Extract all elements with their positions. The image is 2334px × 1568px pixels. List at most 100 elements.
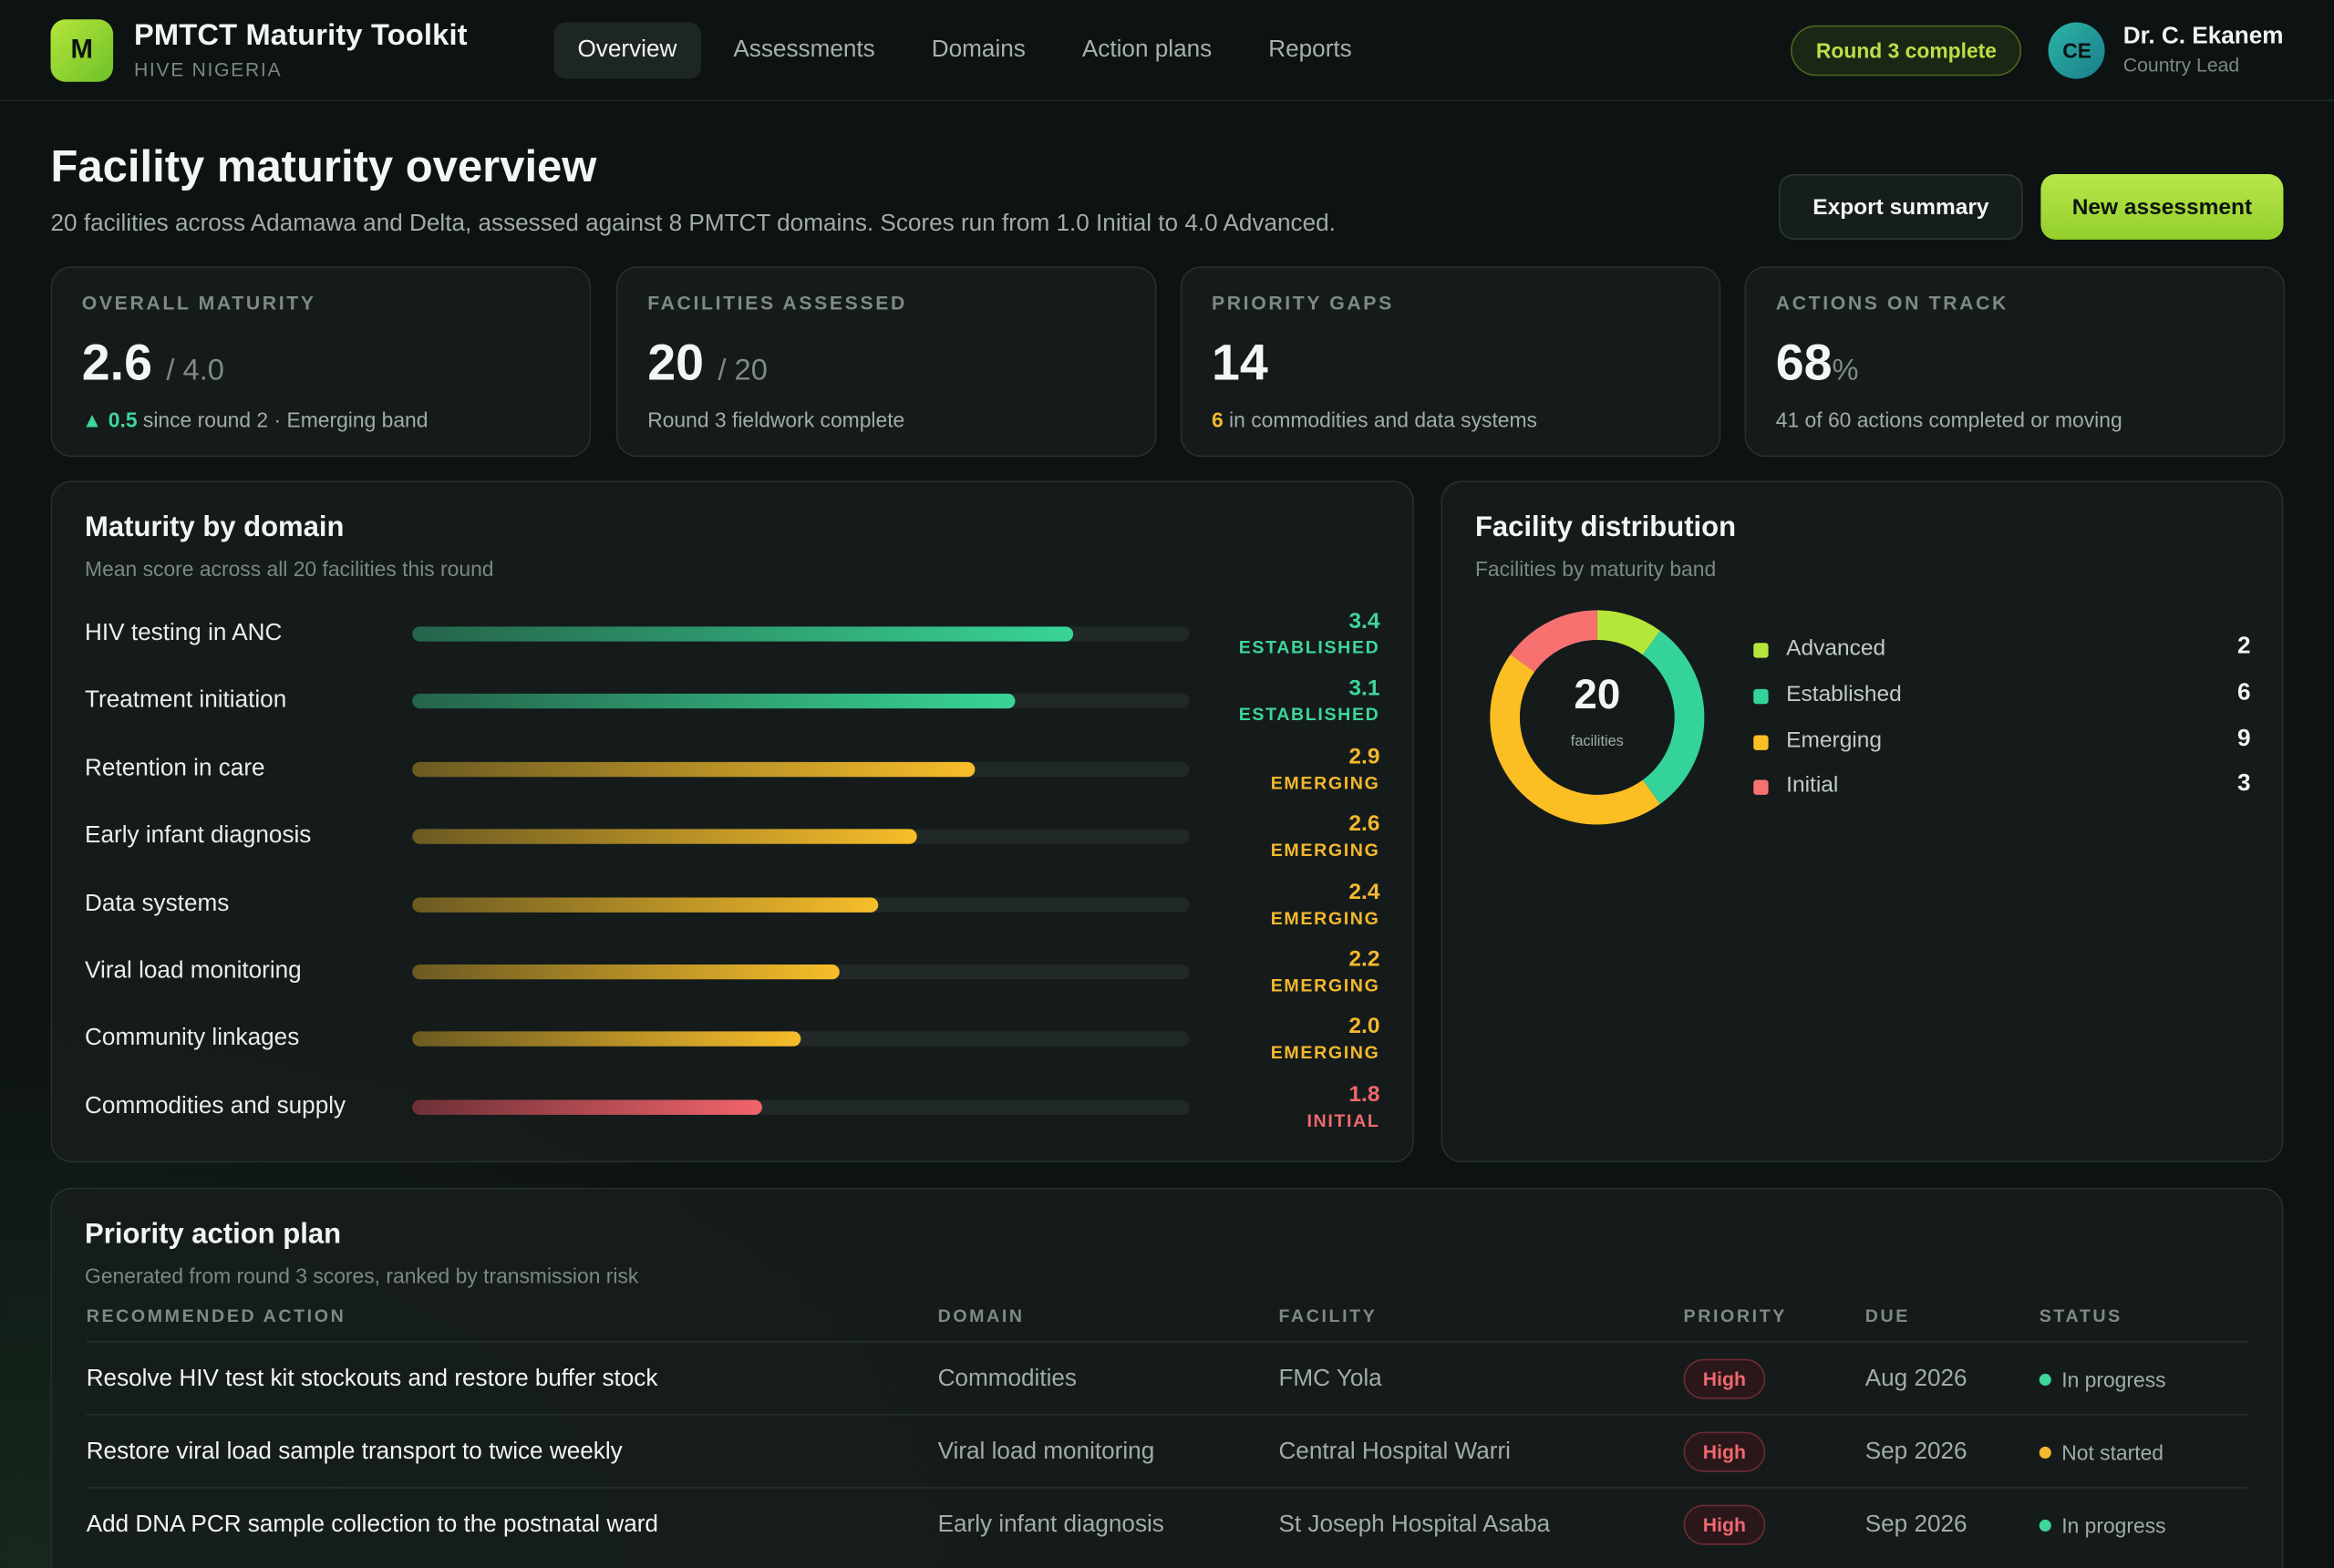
kpi-note: in commodities and data systems xyxy=(1229,407,1537,432)
kpi-value: 20 xyxy=(647,335,704,392)
donut-slice-emerging[interactable] xyxy=(1490,654,1660,825)
user-menu[interactable]: CE Dr. C. Ekanem Country Lead xyxy=(2049,21,2283,78)
domain-band: EMERGING xyxy=(1270,772,1380,793)
kpi-card-actions-on-track: ACTIONS ON TRACK 68% 41 of 60 actions co… xyxy=(1744,266,2286,458)
domain-bar xyxy=(412,1099,762,1115)
export-summary-button[interactable]: Export summary xyxy=(1779,174,2023,240)
domain-name: HIV testing in ANC xyxy=(85,620,283,646)
domain-name: Early infant diagnosis xyxy=(85,823,312,849)
domain-row[interactable]: Commodities and supply 1.8 INITIAL xyxy=(85,1082,1379,1149)
donut-slice-established[interactable] xyxy=(1642,630,1705,805)
legend-count: 6 xyxy=(2237,679,2251,706)
table-row[interactable]: Restore viral load sample transport to t… xyxy=(86,1414,2248,1487)
domain-bar xyxy=(412,694,1015,709)
domain-row[interactable]: HIV testing in ANC 3.4 ESTABLISHED xyxy=(85,609,1379,676)
panel-title: Facility distribution xyxy=(1474,511,1737,543)
column-header-domain[interactable]: DOMAIN xyxy=(937,1305,1025,1326)
legend-count: 2 xyxy=(2237,634,2251,660)
due-cell: Aug 2026 xyxy=(1864,1366,1967,1392)
legend-swatch xyxy=(1753,643,1769,658)
legend-swatch xyxy=(1753,734,1769,750)
domain-cell: Viral load monitoring xyxy=(937,1439,1155,1465)
legend-swatch xyxy=(1753,688,1769,704)
domain-band: EMERGING xyxy=(1270,907,1380,929)
kpi-label: ACTIONS ON TRACK xyxy=(1775,291,2009,315)
domain-name: Data systems xyxy=(85,891,230,917)
kpi-note: Round 3 fieldwork complete xyxy=(647,407,905,432)
status-cell: In progress xyxy=(2039,1513,2166,1538)
domain-score: 3.1 xyxy=(1348,676,1380,702)
nav-reports[interactable]: Reports xyxy=(1268,36,1352,62)
legend-swatch xyxy=(1753,780,1769,796)
org-name: HIVE NIGERIA xyxy=(133,57,283,81)
column-header-due[interactable]: DUE xyxy=(1864,1305,1910,1326)
domain-row[interactable]: Viral load monitoring 2.2 EMERGING xyxy=(85,946,1379,1013)
domain-band: EMERGING xyxy=(1270,1042,1380,1064)
domain-name: Commodities and supply xyxy=(85,1093,346,1119)
avatar: CE xyxy=(2049,21,2106,78)
donut-center-label: facilities xyxy=(1570,733,1624,750)
app-logo: M xyxy=(50,18,114,81)
table-row[interactable]: Resolve HIV test kit stockouts and resto… xyxy=(86,1341,2248,1414)
domain-band: EMERGING xyxy=(1270,975,1380,996)
status-label: Not started xyxy=(2061,1440,2164,1465)
nav-assessments[interactable]: Assessments xyxy=(733,36,875,62)
new-assessment-button[interactable]: New assessment xyxy=(2040,174,2284,240)
legend-count: 9 xyxy=(2237,726,2251,751)
donut-slice-initial[interactable] xyxy=(1510,610,1598,673)
top-bar: M PMTCT Maturity Toolkit HIVE NIGERIA Ov… xyxy=(0,0,2334,102)
panel-subtitle: Generated from round 3 scores, ranked by… xyxy=(85,1264,639,1288)
kpi-value: 68 xyxy=(1775,335,1833,392)
domain-name: Retention in care xyxy=(85,756,265,781)
domain-bar xyxy=(412,896,879,913)
kpi-delta: ▲ 0.5 xyxy=(81,407,138,432)
status-dot xyxy=(2039,1373,2051,1386)
kpi-label: PRIORITY GAPS xyxy=(1211,291,1394,315)
domain-row[interactable]: Data systems 2.4 EMERGING xyxy=(85,879,1379,945)
priority-action-plan-panel: Priority action plan Generated from roun… xyxy=(50,1187,2284,1568)
domain-band: INITIAL xyxy=(1306,1109,1380,1131)
kpi-card-facilities-assessed: FACILITIES ASSESSED 20 / 20 Round 3 fiel… xyxy=(615,266,1157,458)
domain-band: ESTABLISHED xyxy=(1238,636,1380,658)
domain-bar-track xyxy=(412,761,1190,777)
table-row[interactable]: Add DNA PCR sample collection to the pos… xyxy=(86,1487,2248,1560)
facility-cell: Central Hospital Warri xyxy=(1278,1439,1511,1465)
facility-distribution-panel: Facility distribution Facilities by matu… xyxy=(1441,480,2284,1163)
status-cell: Not started xyxy=(2039,1440,2164,1465)
legend-item-initial[interactable]: Initial 3 xyxy=(1753,771,2251,804)
legend-item-emerging[interactable]: Emerging 9 xyxy=(1753,726,2251,758)
domain-score: 2.4 xyxy=(1348,879,1380,904)
domain-score: 1.8 xyxy=(1348,1081,1380,1108)
due-cell: Sep 2026 xyxy=(1864,1511,1967,1538)
user-role: Country Lead xyxy=(2122,53,2240,77)
nav-overview[interactable]: Overview xyxy=(553,21,701,78)
priority-badge: High xyxy=(1683,1431,1766,1472)
page-title: Facility maturity overview xyxy=(50,142,597,192)
legend-item-advanced[interactable]: Advanced 2 xyxy=(1753,634,2251,667)
domain-row[interactable]: Early infant diagnosis 2.6 EMERGING xyxy=(85,811,1379,878)
column-header-facility[interactable]: FACILITY xyxy=(1278,1305,1378,1326)
domain-row[interactable]: Community linkages 2.0 EMERGING xyxy=(85,1014,1379,1080)
facility-cell: St Joseph Hospital Asaba xyxy=(1278,1511,1551,1538)
nav-action-plans[interactable]: Action plans xyxy=(1081,36,1213,62)
column-header-priority[interactable]: PRIORITY xyxy=(1683,1305,1787,1326)
brand[interactable]: M PMTCT Maturity Toolkit HIVE NIGERIA xyxy=(50,18,554,81)
kpi-note: 41 of 60 actions completed or moving xyxy=(1775,407,2122,432)
donut-slice-advanced[interactable] xyxy=(1596,610,1660,655)
domain-score: 2.9 xyxy=(1348,743,1380,769)
kpi-card-priority-gaps: PRIORITY GAPS 14 6 in commodities and da… xyxy=(1180,266,1721,458)
domain-score: 2.6 xyxy=(1348,811,1380,837)
kpi-suffix: % xyxy=(1832,354,1859,387)
nav-domains[interactable]: Domains xyxy=(931,36,1026,62)
domain-band: EMERGING xyxy=(1270,840,1380,861)
kpi-highlight: 6 xyxy=(1211,407,1224,432)
domain-cell: Early infant diagnosis xyxy=(937,1511,1164,1538)
domain-row[interactable]: Treatment initiation 3.1 ESTABLISHED xyxy=(85,676,1379,743)
domain-row[interactable]: Retention in care 2.9 EMERGING xyxy=(85,744,1379,810)
kpi-note: since round 2 · Emerging band xyxy=(142,407,429,432)
domain-name: Treatment initiation xyxy=(85,687,287,714)
legend-item-established[interactable]: Established 6 xyxy=(1753,679,2251,713)
kpi-card-overall-maturity: OVERALL MATURITY 2.6 / 4.0 ▲ 0.5 since r… xyxy=(50,266,592,458)
column-header-status[interactable]: STATUS xyxy=(2039,1305,2122,1326)
column-header-action[interactable]: RECOMMENDED ACTION xyxy=(86,1305,346,1326)
